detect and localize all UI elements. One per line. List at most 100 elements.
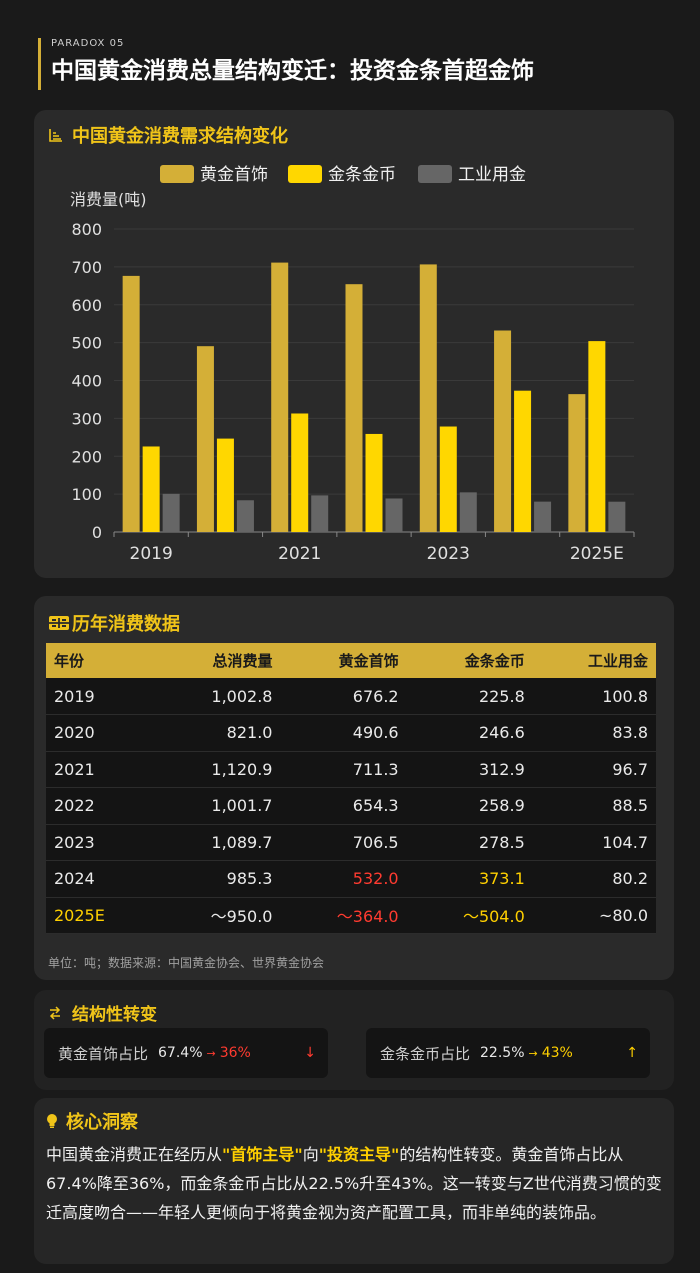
bar-chart: 0 100 200 300 400 500 600 700 800 消费量(吨) 黄金首饰 金条金币 工… [70,165,635,564]
bar [345,284,363,532]
x-tick-label: 2021 [278,544,321,564]
y-tick-label: 400 [71,372,102,391]
y-tick-label: 700 [71,258,102,277]
bar-chart-icon [48,127,64,143]
bar [162,493,180,532]
col-total: 总消费量 [154,643,281,678]
y-axis-label: 消费量(吨) [70,190,147,209]
table-title: 历年消费数据 [72,614,180,635]
cell: 312.9 [406,751,533,788]
insight-text-part: 向 [302,1145,319,1164]
cell: 83.8 [532,714,656,752]
arrow-right-icon: → [528,1046,538,1060]
cell: 2023 [46,824,155,861]
insight-text: 中国黄金消费正在经历从"首饰主导"向"投资主导"的结构性转变。黄金首饰占比从67… [46,1140,666,1227]
data-table: 年份 总消费量 黄金首饰 金条金币 工业用金 2019 1,002.8 676.… [46,643,656,934]
bar [216,438,234,532]
table-row: 2022 1,001.7 654.3 258.9 88.5 [46,787,656,825]
page-title: 中国黄金消费总量结构变迁：投资金条首超金饰 [51,58,534,84]
y-tick-label: 600 [71,296,102,315]
bar [196,346,214,532]
cell: 1,002.8 [154,678,281,715]
lightbulb-icon [46,1113,58,1129]
cell: 1,120.9 [154,751,281,788]
cell: 985.3 [154,860,281,898]
cell: 88.5 [532,787,656,825]
bar [568,394,586,532]
cell: 80.2 [532,860,656,898]
cell: 2020 [46,714,155,752]
cell-highlight-yellow: 2025E [46,897,155,934]
cell: 2021 [46,751,155,788]
bar [142,446,160,532]
cell: 706.5 [280,824,407,861]
bar [459,492,477,532]
chart-title: 中国黄金消费需求结构变化 [72,126,288,147]
table-card: 历年消费数据 年份 总消费量 黄金首饰 金条金币 工业用金 2019 1,002… [34,596,674,980]
swap-icon [48,1005,64,1021]
cell: 1,089.7 [154,824,281,861]
legend-label: 工业用金 [458,165,526,185]
cell-highlight-yellow: ～504.0 [406,897,533,934]
chart-card-title: 中国黄金消费需求结构变化 [48,122,288,148]
bar [534,501,552,532]
cell: ~80.0 [532,897,656,934]
cell-highlight-red: ～364.0 [280,897,407,934]
legend-swatch [160,165,194,183]
col-year: 年份 [46,643,155,678]
y-tick-label: 100 [71,485,102,504]
table-row: 2019 1,002.8 676.2 225.8 100.8 [46,678,656,715]
cell: 104.7 [532,824,656,861]
kicker: PARADOX 05 [51,38,125,49]
legend-swatch [288,165,322,183]
cell: ～950.0 [154,897,281,934]
insight-title: 核心洞察 [66,1112,138,1133]
col-industrial: 工业用金 [532,643,656,678]
jewelry-share-from: 67.4% [158,1045,203,1061]
bar [122,275,140,532]
table-icon [48,615,69,631]
cell: 100.8 [532,678,656,715]
bar [236,500,254,532]
arrow-down-icon: ↓ [304,1045,316,1061]
chart-card: 中国黄金消费需求结构变化 0 100 200 300 400 500 600 700 800 消费… [34,110,674,578]
table-row: 2024 985.3 532.0 373.1 80.2 [46,860,656,898]
cell: 711.3 [280,751,407,788]
cell: 676.2 [280,678,407,715]
jewelry-share-to: 36% [219,1045,251,1061]
cell: 246.6 [406,714,533,752]
cell: 821.0 [154,714,281,752]
insight-card-title: 核心洞察 [46,1108,138,1134]
legend-label: 黄金首饰 [200,165,268,185]
bar [514,390,532,532]
legend-label: 金条金币 [328,165,396,185]
table-footnote: 单位：吨；数据来源：中国黄金协会、世界黄金协会 [48,956,325,970]
table-row: 2021 1,120.9 711.3 312.9 96.7 [46,751,656,788]
cell: 654.3 [280,787,407,825]
bar [439,426,457,532]
x-tick-label: 2023 [427,544,470,564]
x-tick-label: 2019 [130,544,173,564]
y-tick-label: 500 [71,334,102,353]
col-bars: 金条金币 [406,643,533,678]
bar [271,262,289,532]
shift-card: 结构性转变 黄金首饰占比 67.4% → 36% ↓ 金条金币占比 22.5% … [34,990,674,1090]
bar [608,501,626,532]
arrow-up-icon: ↑ [626,1045,638,1061]
jewelry-share-label: 黄金首饰占比 [58,1044,149,1063]
cell: 278.5 [406,824,533,861]
cell: 1,001.7 [154,787,281,825]
shift-title: 结构性转变 [72,1005,157,1025]
cell-highlight-yellow: 373.1 [406,860,533,898]
insight-card: 核心洞察 中国黄金消费正在经历从"首饰主导"向"投资主导"的结构性转变。黄金首饰… [34,1098,674,1264]
bars-share-to: 43% [541,1045,573,1061]
table-row: 2025E ～950.0 ～364.0 ～504.0 ~80.0 [46,897,656,934]
bars-share-box: 金条金币占比 22.5% → 43% ↑ [366,1028,650,1078]
bar [291,413,309,532]
bar [494,330,512,532]
cell: 2024 [46,860,155,898]
legend-swatch [418,165,452,183]
insight-text-part: 中国黄金消费正在经历从 [46,1145,223,1164]
insight-highlight: "首饰主导" [222,1145,303,1164]
cell: 2019 [46,678,155,715]
